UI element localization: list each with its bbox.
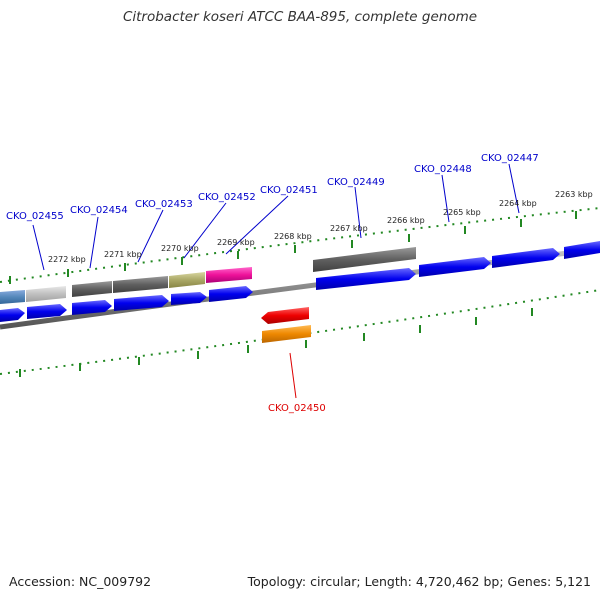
gene-label: CKO_02455 — [6, 211, 64, 222]
feature-light-gray — [26, 286, 66, 302]
reverse-lane — [261, 307, 311, 343]
inner-ruler — [0, 289, 600, 375]
cds-arrow — [27, 304, 67, 319]
kbp-label: 2272 kbp — [48, 255, 86, 264]
feature-magenta — [206, 267, 252, 283]
cds-arrow — [492, 248, 560, 268]
kbp-label: 2271 kbp — [104, 250, 142, 259]
kbp-label: 2264 kbp — [499, 199, 537, 208]
gene-label: CKO_02451 — [260, 185, 318, 196]
outer-ruler — [0, 207, 600, 283]
forward-outer-lane — [0, 247, 416, 304]
cds-arrow — [419, 257, 491, 277]
cds-arrow — [114, 295, 169, 311]
feature-steel-blue — [0, 290, 25, 304]
gene-label: CKO_02450 — [268, 403, 326, 414]
forward-cds-lane — [0, 241, 600, 322]
kbp-label: 2263 kbp — [555, 190, 593, 199]
accession-text: Accession: NC_009792 — [9, 574, 152, 589]
feature-dark-gray-3 — [313, 247, 416, 272]
outer-major-ticks — [9, 211, 577, 284]
gene-label: CKO_02454 — [70, 205, 128, 216]
gene-labels: CKO_02455 CKO_02454 CKO_02453 CKO_02452 … — [6, 153, 539, 414]
kbp-label: 2266 kbp — [387, 216, 425, 225]
kbp-label: 2267 kbp — [330, 224, 368, 233]
genome-stats-text: Topology: circular; Length: 4,720,462 bp… — [247, 574, 591, 589]
kbp-label: 2268 kbp — [274, 232, 312, 241]
kbp-label: 2270 kbp — [161, 244, 199, 253]
cds-arrow — [171, 292, 207, 305]
gene-label: CKO_02448 — [414, 164, 472, 175]
feature-olive — [169, 272, 205, 288]
feature-dark-gray-1 — [72, 281, 112, 297]
kbp-label: 2265 kbp — [443, 208, 481, 217]
kbp-label: 2269 kbp — [217, 238, 255, 247]
cds-arrow — [316, 268, 416, 290]
feature-orange — [262, 325, 311, 343]
gene-label: CKO_02452 — [198, 192, 256, 203]
inner-major-ticks — [19, 308, 533, 377]
cds-arrow — [209, 286, 253, 302]
cds-arrow — [72, 300, 112, 315]
cds-arrow — [0, 308, 25, 322]
feature-dark-gray-2 — [113, 276, 168, 293]
kbp-labels: 2272 kbp 2271 kbp 2270 kbp 2269 kbp 2268… — [48, 190, 593, 264]
gene-label: CKO_02449 — [327, 177, 385, 188]
gene-label: CKO_02447 — [481, 153, 539, 164]
label-leaders — [32, 163, 520, 399]
map-title: Citrobacter koseri ATCC BAA-895, complet… — [122, 9, 478, 25]
gene-label: CKO_02453 — [135, 199, 193, 210]
cds-arrow — [564, 241, 600, 259]
cds-arrow-reverse — [261, 307, 309, 324]
